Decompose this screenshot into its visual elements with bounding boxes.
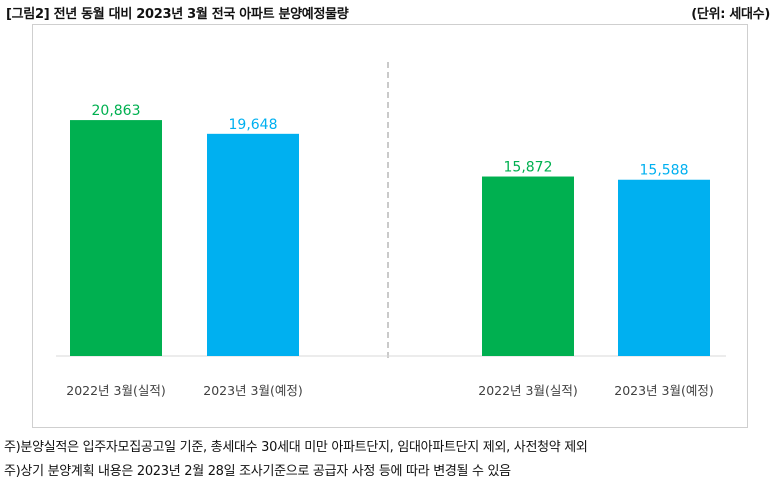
category-label-2-2: 2023년 3월(예정) xyxy=(614,383,714,398)
footnote-1: 주)분양실적은 입주자모집공고일 기준, 총세대수 30세대 미만 아파트단지,… xyxy=(4,440,588,455)
data-label-2-2: 15,588 xyxy=(640,163,689,179)
category-label-1-1: 2022년 3월(실적) xyxy=(66,383,166,398)
chart-title: [그림2] 전년 동월 대비 2023년 3월 전국 아파트 분양예정물량 xyxy=(6,7,349,22)
footnote-2: 주)상기 분양계획 내용은 2023년 2월 28일 조사기준으로 공급자 사정… xyxy=(4,464,511,479)
bar-1-1 xyxy=(70,120,162,356)
data-label-1-2: 19,648 xyxy=(229,117,278,133)
category-label-1-2: 2023년 3월(예정) xyxy=(203,383,303,398)
chart-frame xyxy=(32,24,748,428)
data-label-2-1: 15,872 xyxy=(504,160,553,176)
bar-1-2 xyxy=(207,133,299,356)
data-label-1-1: 20,863 xyxy=(92,103,141,119)
bar-2-2 xyxy=(618,179,710,356)
bar-2-1 xyxy=(482,176,574,356)
unit-label: (단위: 세대수) xyxy=(691,7,770,22)
category-label-2-1: 2022년 3월(실적) xyxy=(478,383,578,398)
